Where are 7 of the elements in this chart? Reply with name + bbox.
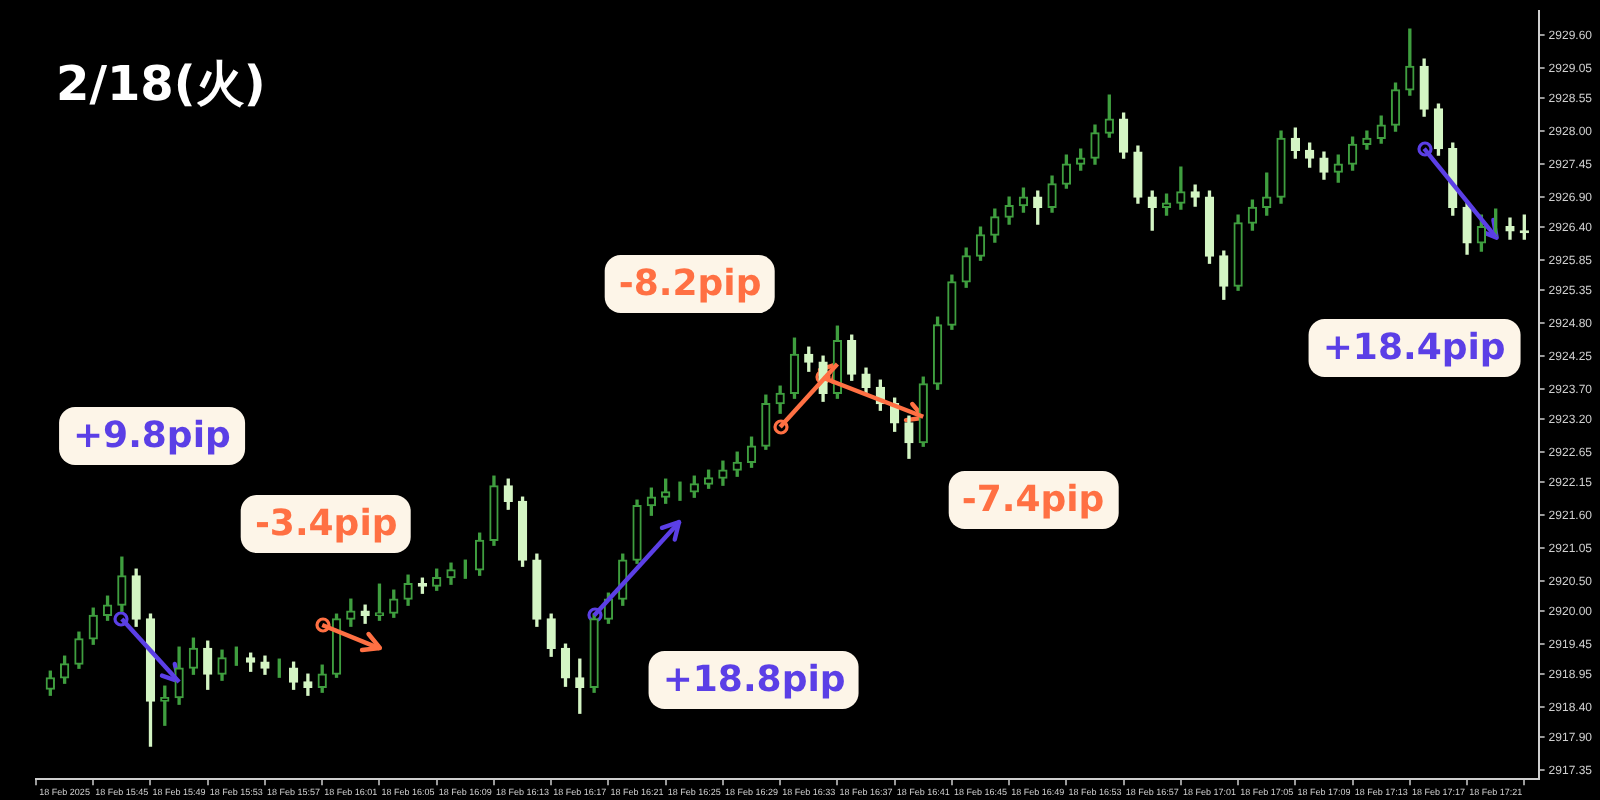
annotation: +9.8pip (58, 406, 245, 464)
annotation: +18.4pip (1308, 319, 1520, 378)
annotation: -8.2pip (604, 254, 776, 312)
annotation: -3.4pip (240, 494, 412, 552)
annotation: -7.4pip (947, 470, 1119, 529)
annotation: +18.8pip (648, 650, 860, 709)
text: 2/18(火) (56, 54, 266, 116)
